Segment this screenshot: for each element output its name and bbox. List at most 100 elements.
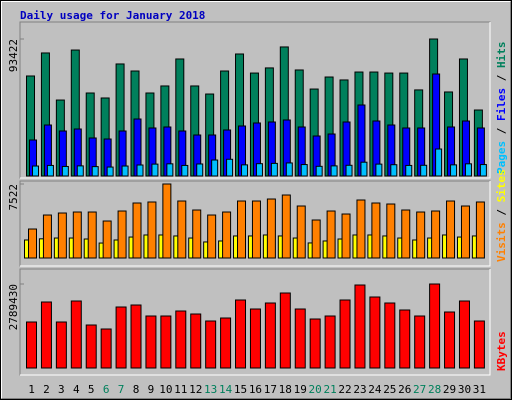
legend-separator: /	[495, 202, 508, 222]
bar	[255, 163, 263, 177]
x-tick-label: 24	[368, 383, 382, 396]
bar	[281, 194, 291, 259]
bar	[196, 163, 204, 177]
x-tick-label: 7	[118, 383, 125, 396]
bar	[446, 200, 456, 259]
bar	[339, 299, 351, 369]
bar	[28, 228, 37, 259]
x-tick-label: 18	[279, 383, 292, 396]
bar	[300, 164, 308, 177]
x-tick-label: 23	[353, 383, 366, 396]
bar	[384, 302, 396, 369]
bar	[450, 164, 458, 177]
bar	[360, 161, 368, 177]
bar	[222, 211, 232, 259]
bar	[345, 164, 353, 177]
bar	[416, 211, 426, 259]
x-tick-label: 5	[88, 383, 95, 396]
bar	[91, 166, 99, 177]
bar	[26, 321, 37, 369]
bar	[294, 308, 306, 369]
x-tick-label: 27	[413, 383, 426, 396]
bar	[444, 311, 456, 369]
x-tick-label: 15	[234, 383, 247, 396]
bar	[386, 203, 396, 259]
bar	[279, 292, 291, 369]
bar	[211, 159, 219, 177]
x-tick-label: 10	[159, 383, 172, 396]
bar	[251, 200, 261, 259]
bar	[175, 310, 187, 369]
bar	[475, 201, 485, 259]
y-max-label: 7522	[7, 184, 20, 211]
bar	[464, 163, 472, 177]
bar	[102, 220, 112, 259]
bar	[237, 200, 247, 259]
x-tick-label: 29	[443, 383, 456, 396]
bar	[117, 210, 127, 259]
bar	[147, 201, 157, 259]
bar	[285, 162, 293, 177]
x-tick-label: 16	[249, 383, 262, 396]
panel-bevel	[20, 181, 491, 267]
bar	[177, 200, 187, 259]
legend-entry: Files	[495, 88, 508, 121]
bar	[324, 315, 336, 369]
bar	[420, 164, 428, 177]
bar	[405, 164, 413, 177]
bar	[375, 163, 383, 177]
x-tick-label: 8	[133, 383, 140, 396]
panel-bevel	[20, 22, 491, 179]
bar	[296, 205, 306, 259]
x-tick-label: 13	[204, 383, 217, 396]
bar	[160, 315, 172, 369]
panel-bevel	[20, 269, 491, 376]
bar	[309, 318, 321, 369]
bar	[458, 300, 470, 369]
x-tick-label: 26	[398, 383, 411, 396]
bar	[40, 301, 52, 369]
x-tick-label: 12	[189, 383, 202, 396]
bar	[162, 183, 172, 259]
x-tick-label: 19	[294, 383, 307, 396]
bar	[151, 163, 159, 177]
legend-entry: Visits	[495, 222, 508, 262]
bar	[55, 321, 67, 369]
x-tick-label: 11	[174, 383, 187, 396]
bar	[460, 205, 470, 259]
x-tick-label: 1	[28, 383, 35, 396]
x-tick-label: 6	[103, 383, 110, 396]
bar	[401, 209, 411, 259]
bar	[115, 306, 127, 369]
x-tick-label: 22	[338, 383, 351, 396]
legend-entry: KBytes	[495, 331, 508, 371]
x-tick-label: 2	[43, 383, 50, 396]
bar	[429, 283, 441, 369]
bar	[42, 214, 52, 259]
bar	[399, 309, 411, 369]
bar	[235, 299, 247, 369]
bar	[326, 210, 336, 259]
legend-entry: Sites	[495, 169, 508, 202]
bar	[431, 210, 441, 259]
x-tick-label: 20	[309, 383, 322, 396]
bar	[87, 211, 97, 259]
chart-title: Daily usage for January 2018	[20, 9, 205, 22]
bar	[270, 162, 278, 177]
bar	[414, 315, 426, 369]
x-tick-label: 9	[148, 383, 155, 396]
bar	[181, 164, 189, 177]
bar	[479, 164, 487, 177]
bar	[57, 212, 67, 259]
bar	[76, 165, 84, 177]
bar	[207, 214, 217, 259]
bar	[435, 148, 443, 177]
legend: KBytes	[495, 331, 508, 371]
bar	[354, 284, 366, 369]
bar	[145, 315, 157, 369]
bar	[121, 165, 129, 177]
bar	[192, 209, 202, 259]
y-max-label: 2789430	[7, 284, 20, 330]
bar	[32, 165, 39, 177]
